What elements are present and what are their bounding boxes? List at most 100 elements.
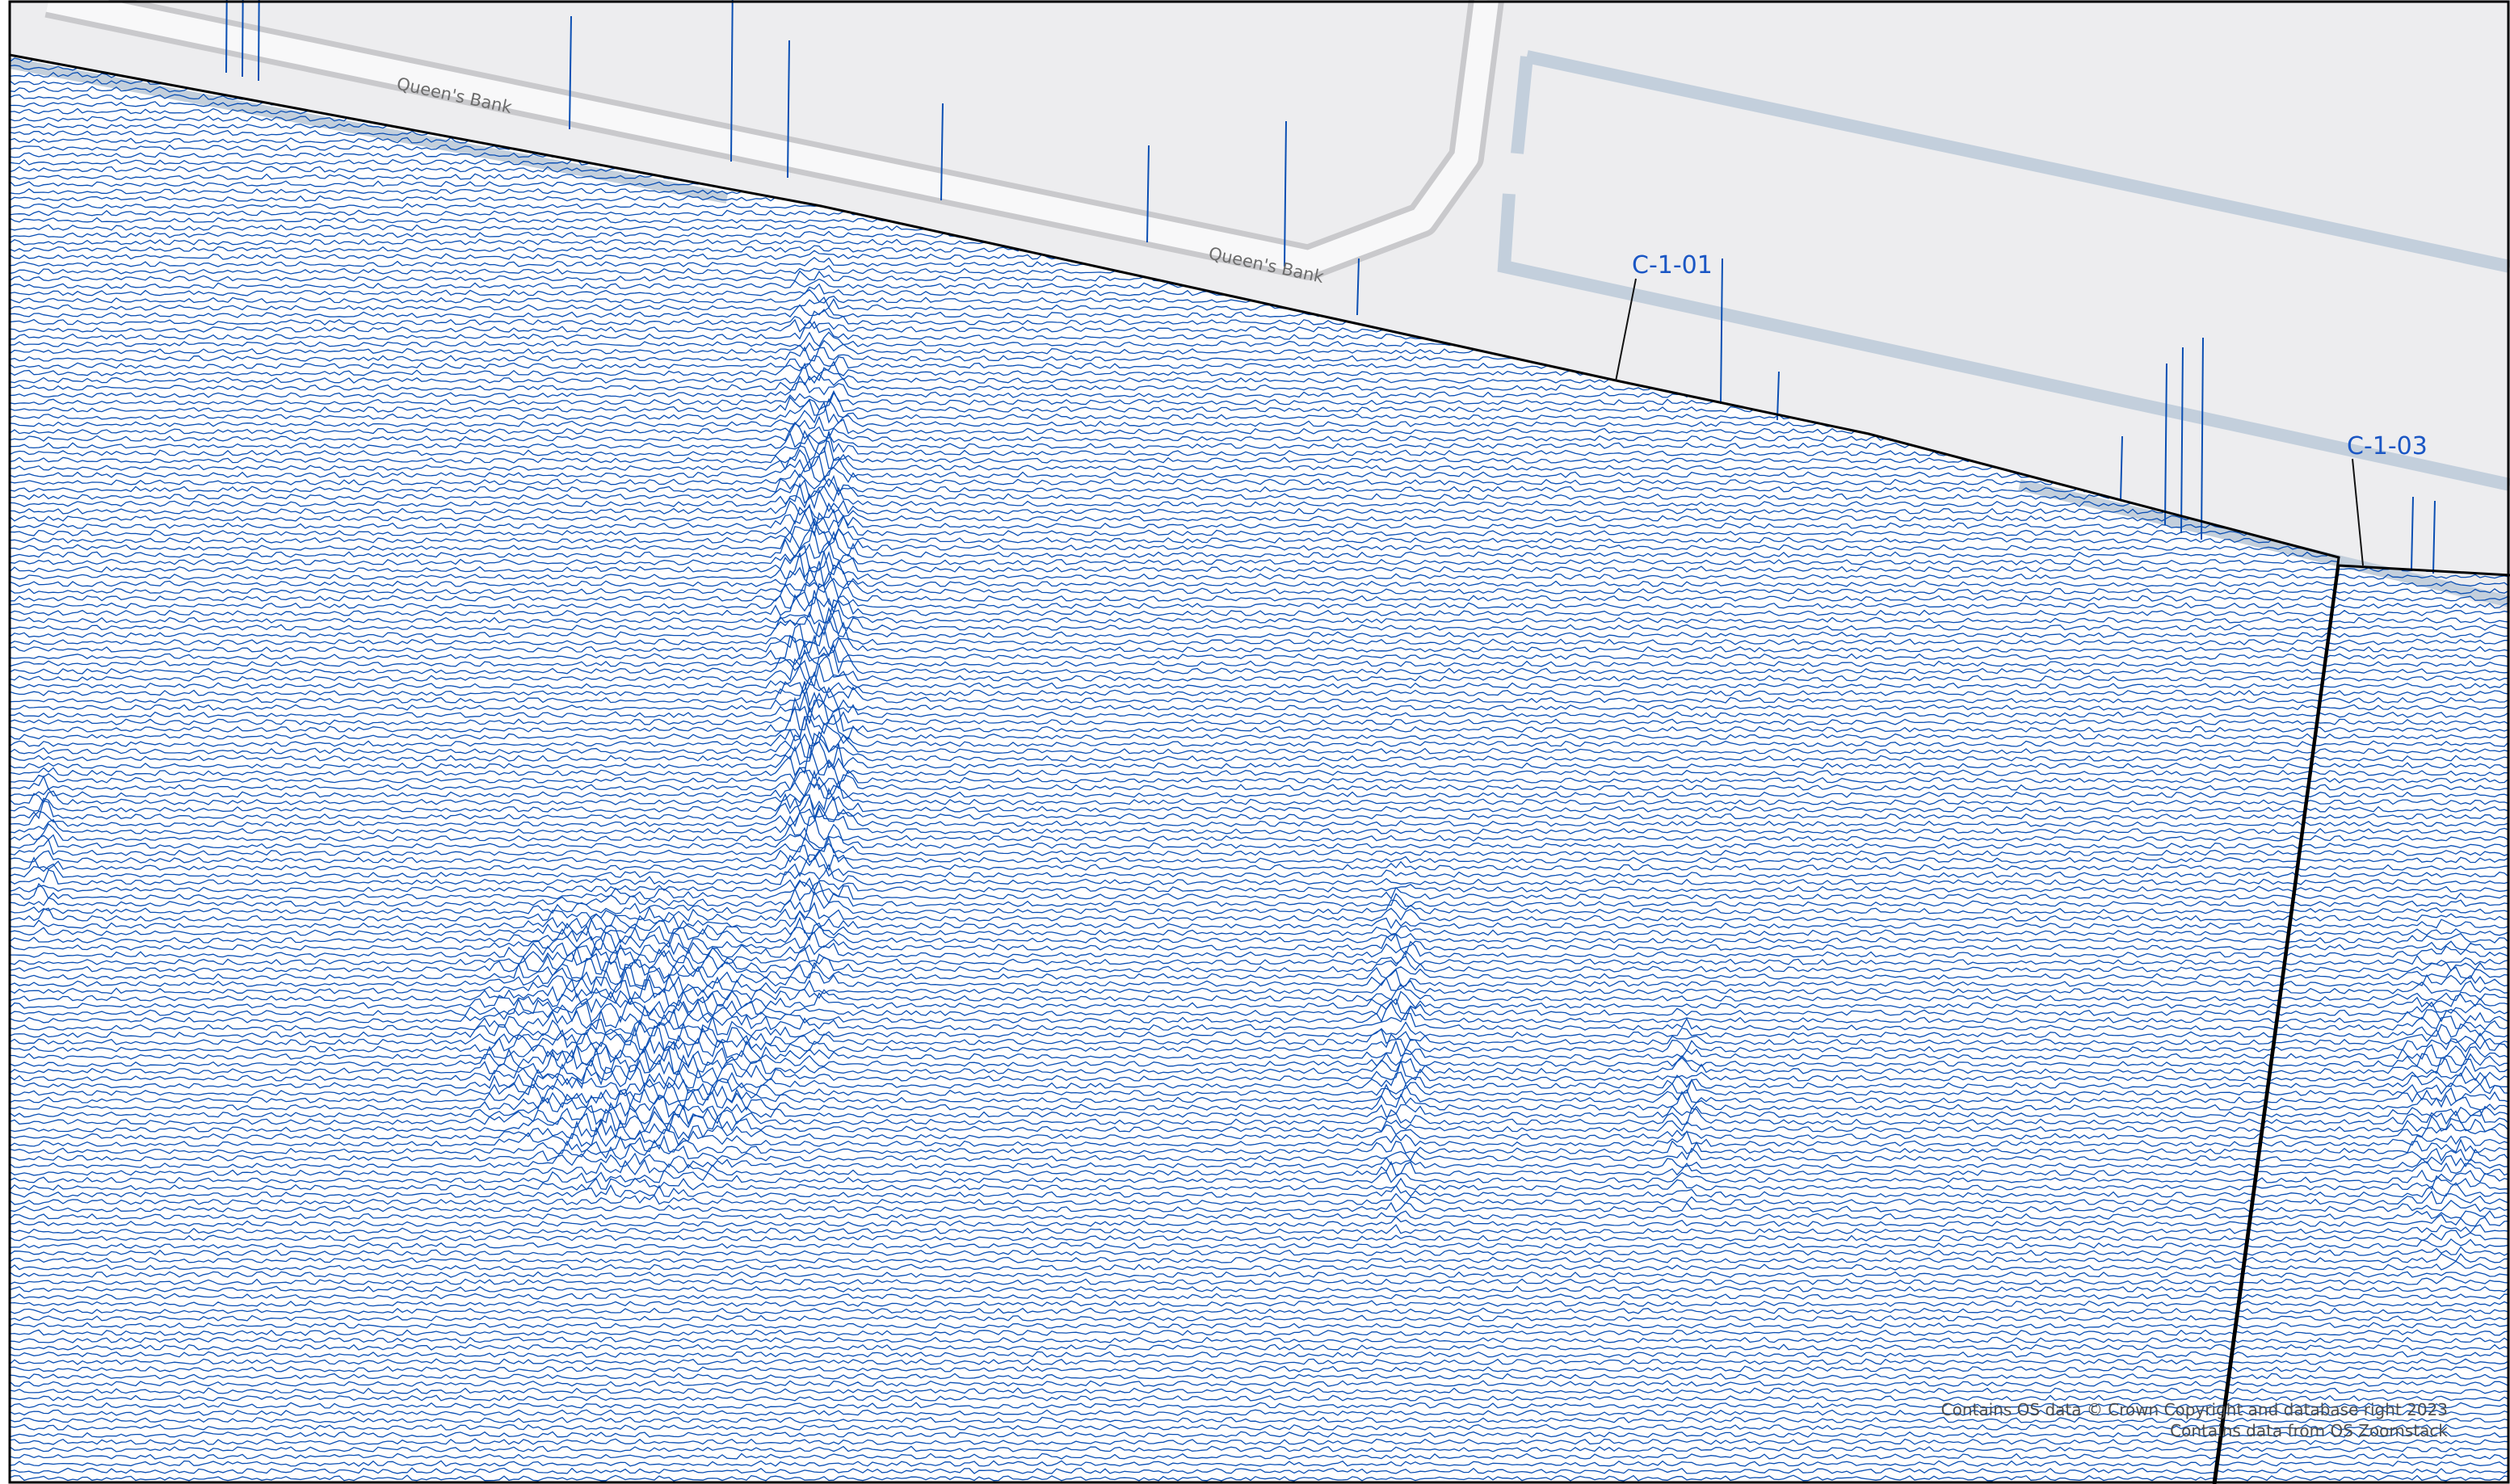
trace-line [10, 671, 2339, 697]
trace-line [10, 1380, 2339, 1387]
trace-spike [730, 0, 734, 162]
trace-line [10, 767, 2339, 792]
trace-line [2215, 1238, 2510, 1249]
trace-line [10, 544, 2339, 573]
trace-line [10, 787, 2339, 813]
trace-line [2215, 1423, 2510, 1431]
trace-spike [787, 40, 790, 179]
trace-line [10, 540, 2339, 565]
trace-line [2215, 1286, 2510, 1293]
footpath-upper [1525, 50, 2510, 273]
trace-line [10, 519, 2339, 551]
survey-area-label-c-1-01[interactable]: C-1-01 [1615, 251, 1713, 382]
trace-line [10, 843, 2339, 864]
trace-line [2215, 1169, 2510, 1183]
trace-line [10, 1423, 2339, 1431]
trace-line [10, 931, 2339, 951]
trace-line [2215, 1467, 2510, 1474]
trace-line [10, 794, 2339, 820]
trace-line [2215, 1182, 2510, 1198]
trace-line [10, 1108, 2339, 1133]
trace-line [10, 823, 2339, 849]
trace-line [10, 1438, 2339, 1445]
trace-line [2215, 1322, 2510, 1329]
area-label-c-1-01: C-1-01 [1632, 251, 1713, 280]
trace-line [2215, 1260, 2510, 1271]
trace-line [2215, 1452, 2510, 1460]
trace-line [10, 804, 2339, 827]
trace-spike [258, 0, 260, 82]
trace-spike [940, 103, 944, 201]
trace-line [2215, 1474, 2510, 1482]
trace-line [10, 759, 2339, 784]
attribution-line-2: Contains data from OS Zoomstack [2170, 1421, 2448, 1440]
trace-line [10, 607, 2339, 638]
trace-line [10, 968, 2339, 995]
trace-line [10, 1064, 2339, 1090]
trace-spikes [225, 0, 2436, 574]
trace-line [10, 1152, 2339, 1169]
road-queens-bank-fill [45, 0, 1499, 275]
trace-line [10, 995, 2339, 1024]
trace-line [2215, 1343, 2510, 1351]
trace-line [10, 1177, 2339, 1191]
trace-line [2215, 1446, 2510, 1452]
trace-line [10, 1004, 2339, 1031]
survey-boundary-c-1-03 [2338, 564, 2510, 577]
trace-line [10, 634, 2339, 661]
trace-line [10, 1358, 2339, 1365]
trace-line [2215, 1293, 2510, 1300]
trace-line [10, 1460, 2339, 1467]
trace-line [10, 923, 2339, 944]
trace-line [2215, 1224, 2510, 1234]
trace-line [10, 1416, 2339, 1423]
trace-spike [569, 15, 572, 130]
trace-line [10, 1285, 2339, 1293]
survey-area-label-c-1-03[interactable]: C-1-03 [2347, 432, 2428, 566]
trace-line [10, 1249, 2339, 1256]
trace-line [10, 1263, 2339, 1271]
trace-line [10, 1256, 2339, 1263]
trace-line [10, 1192, 2339, 1205]
trace-line [10, 849, 2339, 872]
trace-line [10, 1078, 2339, 1104]
trace-line [2215, 1365, 2510, 1373]
trace-line [10, 1336, 2339, 1343]
trace-line [2215, 1147, 2510, 1162]
trace-line [10, 890, 2339, 914]
trace-line [10, 881, 2339, 900]
trace-line [10, 1322, 2339, 1329]
trace-line [10, 937, 2339, 958]
trace-line [10, 1234, 2339, 1242]
trace-line [2215, 1253, 2510, 1263]
trace-line [10, 1158, 2339, 1176]
trace-line [10, 944, 2339, 965]
trace-line [10, 1201, 2339, 1213]
trace-line [10, 616, 2339, 645]
trace-line [10, 1343, 2339, 1351]
trace-line [2215, 1329, 2510, 1336]
survey-boundary-c-1-03-west [2214, 565, 2340, 1484]
trace-line [10, 571, 2339, 602]
trace-line [10, 1169, 2339, 1183]
trace-line [2215, 1301, 2510, 1307]
trace-line [10, 732, 2339, 762]
map-attribution: Contains OS data © Crown Copyright and d… [1941, 1400, 2449, 1440]
trace-line [10, 1467, 2339, 1474]
trace-line [10, 692, 2339, 718]
trace-line [10, 511, 2339, 537]
trace-line [10, 1474, 2339, 1482]
trace-line [10, 1409, 2339, 1416]
leader-line-c-1-03 [2352, 458, 2364, 566]
trace-line [2215, 1381, 2510, 1387]
trace-line [2215, 1358, 2510, 1365]
trace-line [10, 916, 2339, 936]
trace-line [10, 640, 2339, 667]
trace-line [10, 1101, 2339, 1126]
trace-line [10, 987, 2339, 1009]
trace-spike [2120, 435, 2123, 502]
trace-line [2215, 1276, 2510, 1285]
trace-line [10, 675, 2339, 704]
trace-line [10, 1143, 2339, 1162]
